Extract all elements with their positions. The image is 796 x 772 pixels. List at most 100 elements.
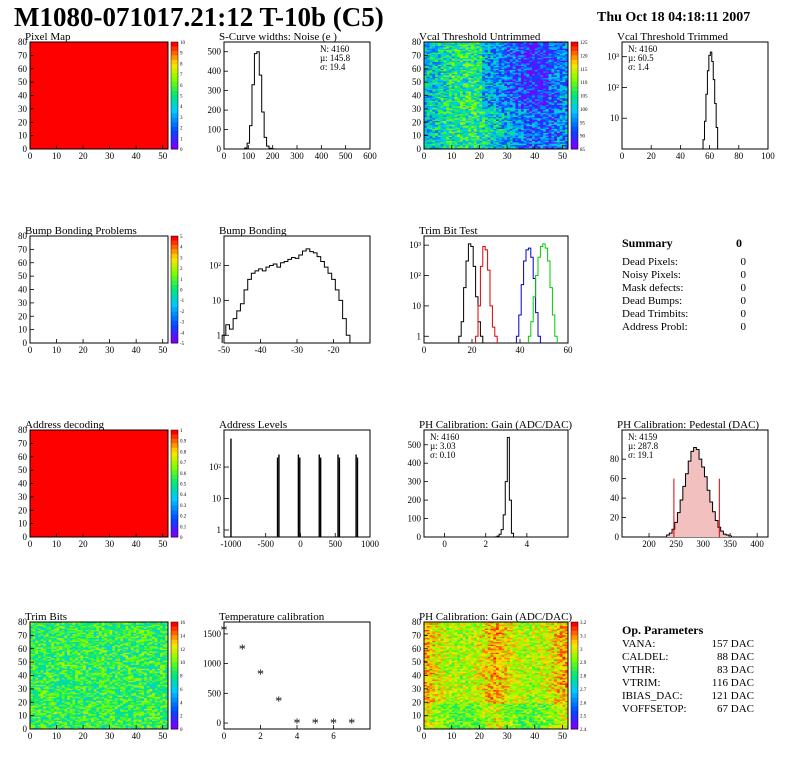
heatmap-cell bbox=[476, 116, 480, 119]
stats-line: µ: 60.5 bbox=[628, 53, 654, 63]
heatmap-cell bbox=[454, 127, 458, 130]
heatmap-cell bbox=[448, 48, 453, 51]
heatmap-cell bbox=[99, 627, 103, 630]
heatmap-cell bbox=[548, 130, 552, 133]
heatmap-cell bbox=[490, 103, 494, 106]
heatmap-cell bbox=[462, 127, 466, 130]
heatmap-cell bbox=[532, 91, 536, 94]
heatmap-cell bbox=[462, 86, 466, 88]
heatmap-cell bbox=[512, 143, 516, 146]
heatmap-cell bbox=[99, 630, 103, 632]
heatmap-cell bbox=[440, 136, 444, 139]
heatmap-cell bbox=[545, 115, 550, 118]
heatmap-cell bbox=[509, 144, 514, 147]
heatmap-cell bbox=[507, 142, 511, 145]
heatmap-cell bbox=[125, 627, 129, 630]
heatmap-cell bbox=[446, 108, 450, 111]
palette-tick-label: 0.3 bbox=[180, 504, 187, 509]
heatmap-cell bbox=[37, 623, 42, 626]
heatmap-cell bbox=[56, 623, 60, 626]
heatmap-cell bbox=[551, 114, 555, 116]
heatmap-cell bbox=[451, 74, 455, 76]
heatmap-cell bbox=[424, 96, 428, 99]
heatmap-cell bbox=[429, 139, 433, 142]
heatmap-cell bbox=[507, 104, 511, 107]
heatmap-cell bbox=[125, 626, 129, 628]
heatmap-cell bbox=[548, 114, 552, 116]
heatmap-cell bbox=[507, 90, 511, 92]
heatmap-cell bbox=[501, 52, 505, 55]
heatmap-cell bbox=[446, 132, 450, 135]
heatmap-cell bbox=[437, 79, 442, 82]
heatmap-cell bbox=[496, 76, 500, 79]
heatmap-cell bbox=[454, 74, 458, 76]
heatmap-cell bbox=[551, 110, 555, 112]
heatmap-cell bbox=[53, 624, 57, 627]
heatmap-cell bbox=[424, 87, 428, 90]
heatmap-cell bbox=[526, 136, 530, 139]
heatmap-cell bbox=[487, 83, 491, 86]
palette-frame bbox=[170, 235, 179, 344]
heatmap-cell bbox=[565, 79, 569, 82]
x-tick-label: 10 bbox=[52, 539, 62, 549]
heatmap-cell bbox=[556, 123, 561, 126]
heatmap-cell bbox=[520, 146, 525, 149]
heatmap-cell bbox=[440, 91, 444, 94]
palette-cell bbox=[571, 108, 578, 114]
heatmap-cell bbox=[460, 55, 464, 58]
heatmap-cell bbox=[460, 146, 464, 149]
heatmap-cell bbox=[556, 138, 561, 141]
heatmap-cell bbox=[509, 52, 514, 55]
heatmap-cell bbox=[473, 52, 478, 55]
heatmap-cell bbox=[457, 124, 461, 127]
heatmap-cell bbox=[548, 106, 552, 108]
heatmap-cell bbox=[484, 46, 489, 48]
heatmap-cell bbox=[443, 104, 447, 107]
heatmap-cell bbox=[109, 627, 113, 630]
heatmap-cell bbox=[435, 110, 439, 112]
heatmap-cell bbox=[556, 88, 561, 91]
heatmap-cell bbox=[543, 64, 547, 67]
heatmap-cell bbox=[429, 72, 433, 75]
heatmap-cell bbox=[509, 127, 514, 130]
heatmap-cell bbox=[498, 58, 502, 60]
heatmap-cell bbox=[490, 118, 494, 120]
heatmap-cell bbox=[540, 55, 544, 58]
heatmap-cell bbox=[490, 80, 494, 83]
heatmap-cell bbox=[448, 76, 453, 79]
heatmap-cell bbox=[471, 104, 475, 107]
y-tick-label: 80 bbox=[18, 425, 28, 435]
heatmap-cell bbox=[443, 48, 447, 51]
heatmap-cell bbox=[523, 50, 527, 52]
heatmap-cell bbox=[507, 80, 511, 83]
heatmap-cell bbox=[426, 66, 430, 68]
heatmap-cell bbox=[551, 134, 555, 137]
heatmap-cell bbox=[72, 628, 76, 631]
heatmap-cell bbox=[565, 118, 569, 120]
heatmap-cell bbox=[520, 76, 525, 79]
heatmap-cell bbox=[435, 100, 439, 103]
heatmap-cell bbox=[51, 630, 55, 632]
heatmap-cell bbox=[534, 79, 538, 82]
heatmap-cell bbox=[473, 138, 478, 141]
heatmap-cell bbox=[91, 623, 95, 626]
heatmap-cell bbox=[117, 628, 121, 631]
heatmap-cell bbox=[482, 72, 486, 75]
heatmap-cell bbox=[545, 139, 550, 142]
heatmap-cell bbox=[509, 83, 514, 86]
heatmap-cell bbox=[548, 96, 552, 99]
heatmap-cell bbox=[448, 43, 453, 46]
heatmap-cell bbox=[471, 75, 475, 78]
heatmap-cell bbox=[443, 74, 447, 76]
x-tick-label: 30 bbox=[105, 539, 115, 549]
heatmap-cell bbox=[149, 628, 153, 631]
heatmap-cell bbox=[512, 80, 516, 83]
heatmap-cell bbox=[448, 124, 453, 127]
heatmap-cell bbox=[496, 70, 500, 72]
heatmap-cell bbox=[501, 107, 505, 110]
heatmap-cell bbox=[562, 120, 566, 123]
heatmap-cell bbox=[460, 116, 464, 119]
heatmap-cell bbox=[559, 83, 563, 86]
palette-tick-label: 1 bbox=[180, 278, 183, 283]
heatmap-cell bbox=[556, 103, 561, 106]
